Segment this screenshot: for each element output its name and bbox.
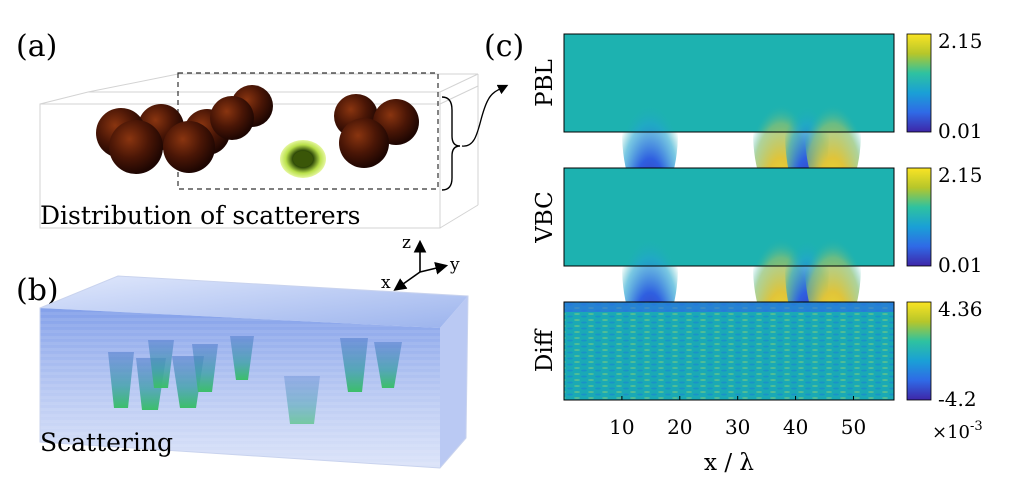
axis-x-label: x bbox=[381, 273, 391, 293]
brace bbox=[441, 96, 461, 191]
colorbar-exponent: ×10-3 bbox=[932, 419, 983, 443]
colorbar-vbc bbox=[906, 167, 932, 267]
sphere bbox=[163, 121, 215, 173]
x-tick-label: 40 bbox=[783, 415, 808, 439]
colorbar-max: 2.15 bbox=[938, 163, 983, 187]
arrow-to-panel-c bbox=[461, 84, 509, 147]
axis-z-label: z bbox=[402, 233, 411, 253]
scatterer-spheres bbox=[96, 85, 419, 178]
row-label-vbc: VBC bbox=[532, 191, 558, 244]
colorbar-max: 2.15 bbox=[938, 29, 983, 53]
x-tick-label: 10 bbox=[609, 415, 634, 439]
row-label-pbl: PBL bbox=[532, 59, 558, 107]
scattering-cones bbox=[108, 336, 402, 424]
axis-triad bbox=[393, 239, 449, 291]
panel-b-label: (b) bbox=[16, 273, 59, 308]
sphere bbox=[339, 118, 389, 168]
x-tick-label: 20 bbox=[667, 415, 692, 439]
axis-y-label: y bbox=[449, 255, 460, 275]
scatterer-box bbox=[39, 73, 479, 229]
heatmap-vbc bbox=[563, 167, 895, 338]
x-axis-label: x / λ bbox=[704, 450, 754, 476]
x-tick-label: 50 bbox=[841, 415, 866, 439]
colorbar-min: 0.01 bbox=[938, 253, 983, 277]
colorbar-exponent-power: -3 bbox=[970, 419, 983, 434]
sphere bbox=[109, 120, 163, 174]
panel-b-caption: Scattering bbox=[40, 428, 173, 457]
panel-a-label: (a) bbox=[16, 29, 57, 64]
sphere bbox=[210, 96, 254, 140]
x-axis-ticks: 10 20 30 40 50 bbox=[609, 396, 866, 439]
heatmap-diff bbox=[563, 301, 895, 401]
row-label-diff: Diff bbox=[532, 328, 558, 372]
colorbar-diff bbox=[906, 301, 932, 401]
colorbar-min: -4.2 bbox=[938, 387, 977, 411]
x-tick-label: 30 bbox=[725, 415, 750, 439]
heatmap-pbl bbox=[563, 33, 895, 204]
colorbar-max: 4.36 bbox=[938, 297, 983, 321]
scattering-volume bbox=[39, 275, 469, 469]
colorbar-min: 0.01 bbox=[938, 119, 983, 143]
panel-a-caption: Distribution of scatterers bbox=[40, 201, 361, 230]
colorbar-pbl bbox=[906, 33, 932, 133]
panel-c-label: (c) bbox=[484, 29, 524, 64]
